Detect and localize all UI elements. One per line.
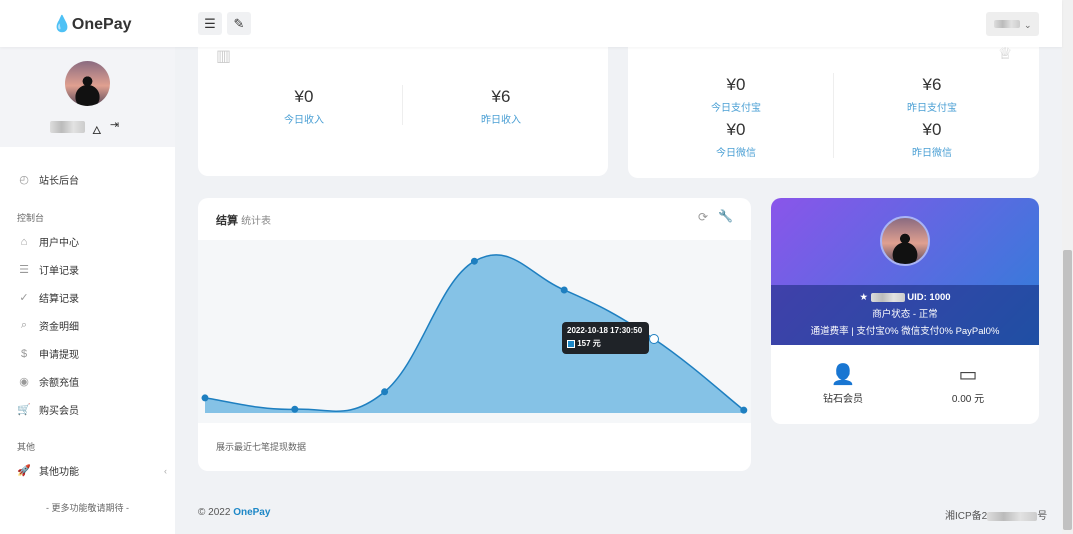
footer-brand-link[interactable]: OnePay — [233, 507, 271, 518]
divider — [402, 85, 403, 125]
profile-info: ★ UID: 1000 商户状态 - 正常 通道费率 | 支付宝0% 微信支付0… — [771, 285, 1039, 345]
data-point[interactable] — [560, 286, 568, 294]
profile-card: ★ UID: 1000 商户状态 - 正常 通道费率 | 支付宝0% 微信支付0… — [771, 198, 1039, 424]
panel-title: 结算 统计表 — [216, 215, 272, 227]
chart-footnote: 展示最近七笔提现数据 — [216, 442, 307, 452]
check-circle-icon: ✓ — [19, 292, 29, 304]
sidebar: 🜂 ⇥ ◴ 站长后台 控制台 ⌂ 用户中心 ☰ 订单记录 ✓ 结算记录 ⌕ 资金明细 $ 申… — [0, 47, 175, 534]
avatar — [65, 61, 110, 106]
settlement-chart-card: 结算 统计表 ⟳ 🔧 展示最近七笔提现数据 — [198, 198, 751, 471]
header: 💧OnePay ☰ ✎ ⌄ — [0, 0, 1062, 47]
data-point[interactable] — [470, 257, 478, 265]
search-money-icon: ⌕ — [20, 319, 28, 331]
sidebar-item-dashboard[interactable]: ◴ 站长后台 — [17, 172, 167, 187]
award-icon: ♕ — [998, 46, 1013, 63]
bar-chart-icon: ▥ — [216, 48, 232, 65]
sidebar-item-recharge[interactable]: ◉ 余额充值 — [17, 374, 167, 389]
data-point[interactable] — [381, 388, 389, 396]
section-title: 其他 — [17, 442, 36, 452]
drop-icon: 💧 — [52, 16, 72, 33]
sidebar-item-settlements[interactable]: ✓ 结算记录 — [17, 290, 167, 305]
section-title: 控制台 — [17, 213, 45, 223]
dollar-icon: $ — [20, 347, 28, 360]
username-blurred — [50, 121, 85, 133]
list-icon: ☰ — [19, 264, 29, 276]
user-icon: 👤 — [830, 364, 856, 386]
stat-today-income: ¥0 今日收入 — [284, 87, 324, 126]
icp-record[interactable]: 湘ICP备2 号 — [945, 511, 1048, 522]
fire-icon[interactable]: 🜂 — [92, 125, 102, 137]
sidebar-item-user-center[interactable]: ⌂ 用户中心 — [17, 234, 167, 250]
area-chart — [198, 240, 751, 423]
sidebar-item-orders[interactable]: ☰ 订单记录 — [17, 262, 167, 277]
sidebar-item-other[interactable]: 🚀 其他功能 ‹ — [17, 465, 167, 478]
stat-yesterday-wechat: ¥0 昨日微信 — [912, 120, 952, 159]
data-point[interactable] — [740, 406, 748, 414]
home-icon: ⌂ — [20, 235, 28, 248]
coin-icon: ◉ — [19, 376, 29, 388]
data-point[interactable] — [201, 394, 209, 402]
brush-icon[interactable]: ✎ — [227, 12, 251, 35]
channel-card: ♕ ¥0 今日支付宝 ¥6 昨日支付宝 ¥0 今日微信 ¥0 昨日微信 — [628, 30, 1039, 178]
copyright: © 2022 OnePay — [198, 507, 271, 518]
gauge-icon: ◴ — [19, 174, 29, 186]
wrench-icon[interactable]: 🔧 — [718, 209, 733, 223]
logout-icon[interactable]: ⇥ — [110, 119, 120, 131]
menu-toggle-button[interactable]: ☰ — [198, 12, 222, 35]
sidebar-item-withdraw[interactable]: $ 申请提现 — [17, 346, 167, 362]
user-dropdown[interactable]: ⌄ — [986, 12, 1039, 36]
sidebar-item-funds[interactable]: ⌕ 资金明细 — [17, 318, 167, 333]
area-fill — [205, 254, 744, 413]
income-card: ▥ ¥0 今日收入 ¥6 昨日收入 — [198, 30, 608, 176]
data-point[interactable] — [291, 405, 299, 413]
stat-yesterday-income: ¥6 昨日收入 — [481, 87, 521, 126]
data-point[interactable] — [649, 333, 659, 344]
refresh-icon[interactable]: ⟳ — [698, 210, 709, 224]
scrollbar-thumb[interactable] — [1063, 250, 1072, 530]
rocket-icon: 🚀 — [17, 465, 31, 477]
wallet-balance[interactable]: ▭ 0.00 元 — [938, 362, 998, 405]
sidebar-item-membership[interactable]: 🛒 购买会员 — [17, 404, 79, 417]
chevron-down-icon: ⌄ — [1024, 20, 1032, 30]
divider — [833, 73, 834, 158]
stat-today-wechat: ¥0 今日微信 — [716, 120, 756, 159]
stat-today-alipay: ¥0 今日支付宝 — [711, 75, 761, 114]
stat-yesterday-alipay: ¥6 昨日支付宝 — [907, 75, 957, 114]
more-coming-note: - 更多功能敬请期待 - — [46, 503, 129, 513]
sidebar-profile: 🜂 ⇥ — [0, 47, 175, 147]
logo[interactable]: 💧OnePay — [52, 16, 132, 33]
star-icon: ★ — [859, 292, 868, 303]
chart-tooltip: 2022-10-18 17:30:50 157 元 — [562, 322, 649, 354]
member-level[interactable]: 👤 钻石会员 — [813, 362, 873, 405]
profile-avatar — [880, 216, 930, 266]
cart-icon: 🛒 — [17, 404, 31, 416]
wallet-icon: ▭ — [958, 364, 978, 386]
chevron-left-icon: ‹ — [164, 465, 167, 476]
